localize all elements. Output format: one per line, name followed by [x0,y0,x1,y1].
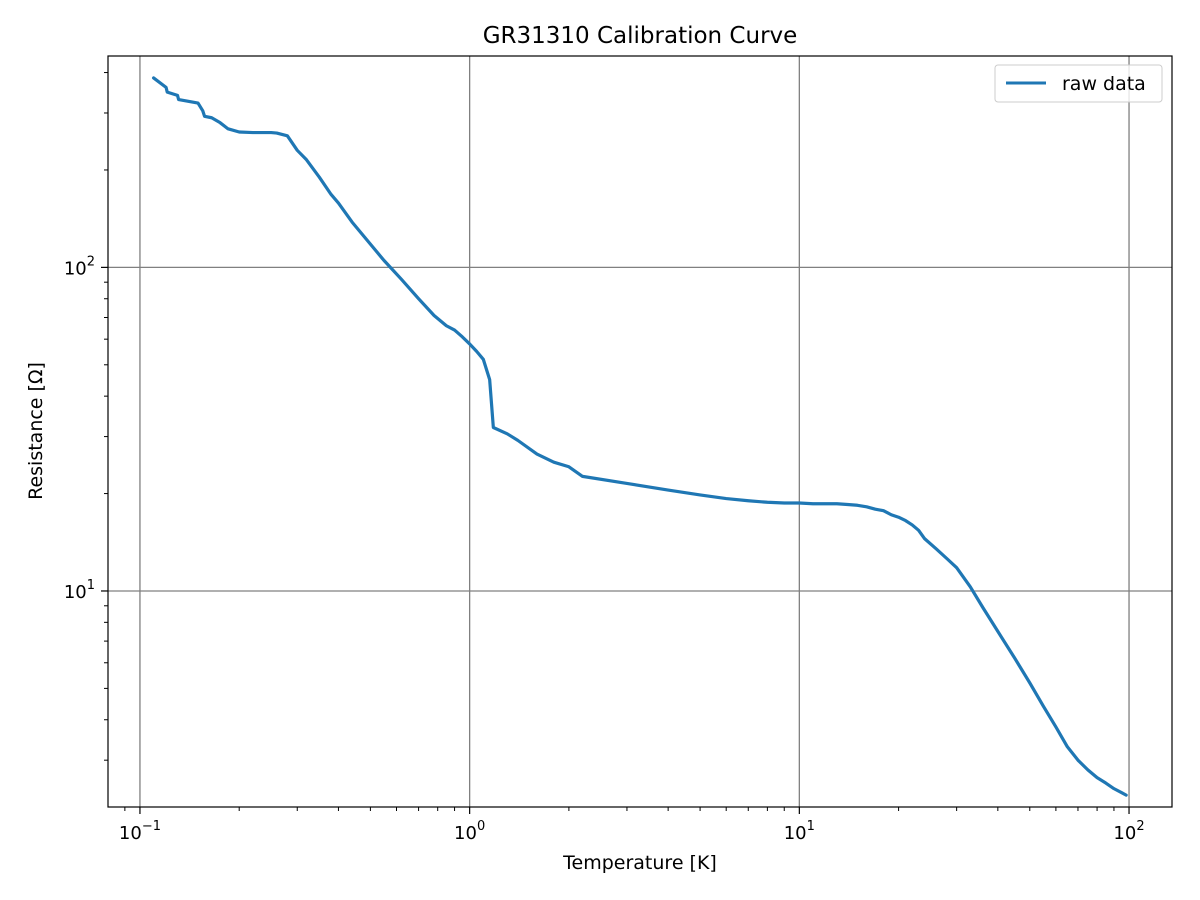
legend: raw data [994,64,1163,103]
plot-frame [107,55,1173,808]
y-axis-title: Resistance [Ω] [25,362,47,500]
series-line-raw-data [152,76,1128,797]
x-tick-label: 10−1 [119,819,161,844]
x-axis-title: Temperature [K] [562,852,717,874]
x-tick-label: 100 [454,819,485,844]
y-tick-label: 102 [64,254,95,279]
x-tick-label: 101 [784,819,815,844]
legend-box [994,64,1163,103]
ticks [101,72,1130,814]
grid [108,56,1172,807]
series-layer [152,76,1128,797]
tick-labels: 10−1 100 101 102 101 102 [64,254,1145,844]
chart-title: GR31310 Calibration Curve [483,23,798,49]
x-tick-label: 102 [1113,819,1144,844]
y-tick-label: 101 [64,578,95,603]
legend-label-raw-data: raw data [1062,73,1146,95]
